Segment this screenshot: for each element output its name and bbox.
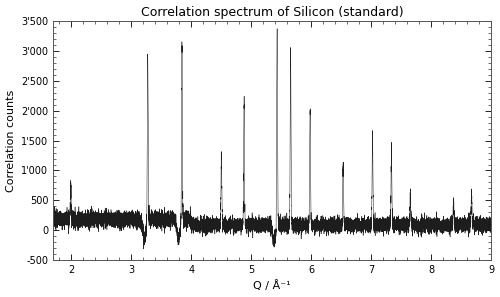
- Title: Correlation spectrum of Silicon (standard): Correlation spectrum of Silicon (standar…: [141, 6, 404, 18]
- Y-axis label: Correlation counts: Correlation counts: [6, 89, 16, 192]
- X-axis label: Q / Å⁻¹: Q / Å⁻¹: [254, 281, 291, 291]
